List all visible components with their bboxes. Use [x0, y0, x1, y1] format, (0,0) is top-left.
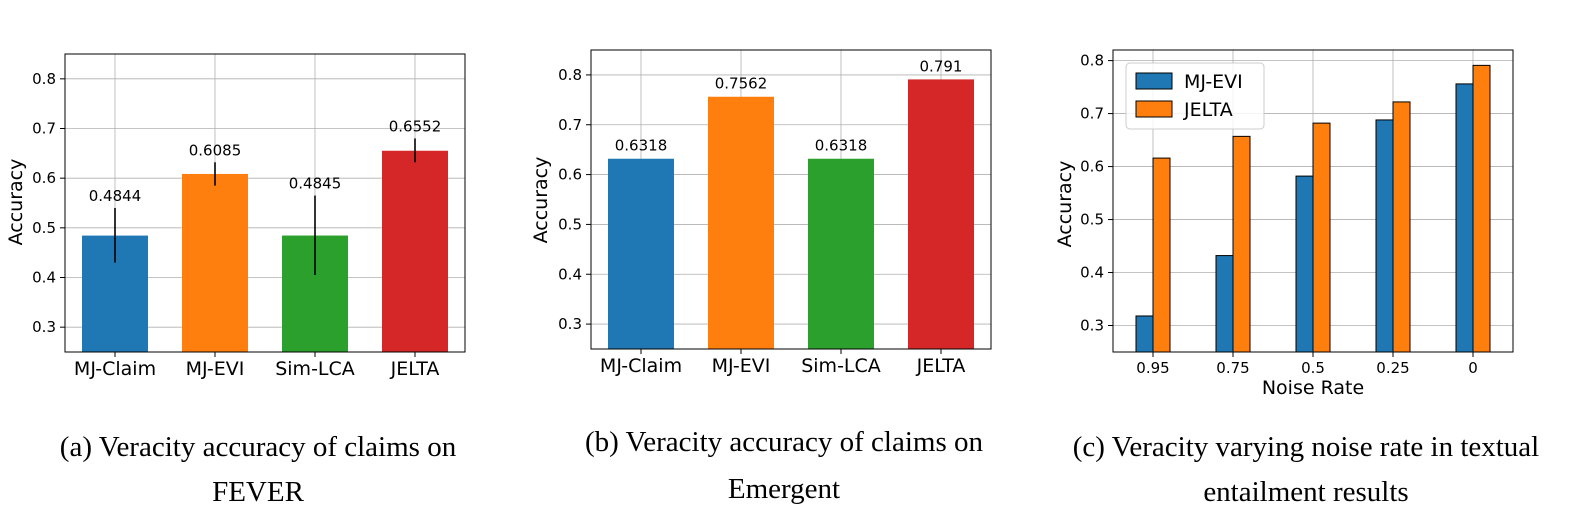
chart-c-caption-line-2: entailment results — [1203, 476, 1408, 508]
chart-c-bar-mj-evi — [1295, 175, 1314, 353]
chart-a-y-tick-label: 0.5 — [32, 219, 56, 237]
chart-a-y-tick-label: 0.3 — [32, 318, 56, 336]
chart-a-x-tick-label: MJ-Claim — [74, 358, 156, 380]
chart-b-data-label: 0.791 — [920, 57, 963, 75]
chart-a-fever: 0.4844 0.6085 0.4845 0.6552 0.3 0.4 0.5 0.6 0.7… — [5, 53, 466, 508]
chart-c-y-tick-label: 0.3 — [1080, 317, 1104, 335]
chart-c-bar-mj-evi — [1135, 315, 1154, 353]
chart-c-bar-mj-evi — [1215, 255, 1234, 353]
chart-a-y-tick-label: 0.6 — [32, 169, 56, 187]
chart-c-x-tick-label: 0.95 — [1136, 359, 1169, 377]
chart-a-x-tick-label: Sim-LCA — [275, 358, 355, 380]
chart-b-y-tick-label: 0.8 — [558, 66, 582, 84]
chart-a-caption-line-2: FEVER — [212, 476, 305, 508]
chart-b-y-tick-label: 0.6 — [558, 166, 582, 184]
chart-a-bar-jelta — [382, 150, 448, 352]
chart-b-bar-jelta — [908, 79, 974, 349]
chart-b-caption-line-2: Emergent — [728, 473, 840, 505]
chart-c-caption-line-1: (c) Veracity varying noise rate in textu… — [1073, 431, 1540, 463]
chart-c-y-tick-label: 0.7 — [1080, 105, 1104, 123]
chart-c-x-tick-label: 0.5 — [1301, 359, 1325, 377]
chart-c-x-tick-label: 0.25 — [1376, 359, 1409, 377]
chart-c-bar-jelta — [1472, 64, 1491, 353]
chart-c-bar-jelta — [1392, 101, 1411, 353]
chart-b-bar-sim-lca — [808, 158, 874, 349]
chart-c-y-tick-label: 0.6 — [1080, 158, 1104, 176]
chart-c-bar-jelta — [1232, 135, 1251, 353]
chart-c-legend-label: JELTA — [1183, 99, 1233, 121]
chart-a-data-label: 0.6552 — [389, 117, 442, 135]
chart-c-bar-mj-evi — [1375, 119, 1394, 353]
chart-a-caption-line-1: (a) Veracity accuracy of claims on — [60, 431, 457, 463]
chart-b-data-label: 0.6318 — [815, 137, 868, 155]
chart-a-plot-frame — [64, 53, 466, 353]
chart-a-y-tick-label: 0.8 — [32, 70, 56, 88]
chart-c-legend: MJ-EVI JELTA — [1125, 62, 1265, 130]
chart-b-caption-line-1: (b) Veracity accuracy of claims on — [585, 426, 984, 458]
chart-c-bar-mj-evi — [1455, 83, 1474, 353]
chart-b-data-label: 0.6318 — [615, 137, 668, 155]
chart-c-bar-jelta — [1312, 122, 1331, 353]
chart-a-data-label: 0.4845 — [289, 175, 342, 193]
chart-b-emergent: 0.6318 0.7562 0.6318 0.791 0.3 0.4 0.5 0.6 0.7 0… — [530, 49, 992, 505]
chart-b-x-tick-label: MJ-Claim — [600, 355, 682, 377]
chart-c-y-tick-label: 0.8 — [1080, 52, 1104, 70]
chart-c-y-tick-label: 0.5 — [1080, 211, 1104, 229]
chart-c-x-tick-label: 0.75 — [1216, 359, 1249, 377]
chart-a-y-tick-label: 0.7 — [32, 120, 56, 138]
chart-c-x-axis-label: Noise Rate — [1262, 377, 1364, 399]
chart-c-x-tick-label: 0 — [1468, 359, 1478, 377]
chart-c-noise-rate: 0.3 0.4 0.5 0.6 0.7 0.8 0.95 0.75 0.5 0.25 0 Accur… — [1054, 49, 1540, 508]
chart-b-x-tick-label: MJ-EVI — [712, 355, 771, 377]
chart-c-legend-swatch — [1135, 72, 1173, 90]
chart-a-x-tick-label: JELTA — [390, 358, 440, 380]
chart-b-y-axis-label: Accuracy — [530, 157, 552, 244]
chart-b-bar-mj-claim — [608, 158, 674, 349]
chart-c-bar-jelta — [1152, 157, 1171, 353]
chart-b-x-tick-label: Sim-LCA — [801, 355, 881, 377]
chart-b-y-tick-label: 0.7 — [558, 116, 582, 134]
chart-c-y-axis-label: Accuracy — [1054, 161, 1076, 248]
chart-a-y-axis-label: Accuracy — [5, 159, 27, 246]
chart-a-y-tick-label: 0.4 — [32, 269, 56, 287]
chart-c-legend-label: MJ-EVI — [1184, 71, 1243, 93]
chart-a-data-label: 0.4844 — [89, 187, 142, 205]
chart-b-data-label: 0.7562 — [715, 75, 768, 93]
chart-b-bar-mj-evi — [708, 96, 774, 349]
chart-b-x-tick-label: JELTA — [916, 355, 966, 377]
chart-b-plot-frame — [590, 49, 992, 350]
chart-c-y-tick-label: 0.4 — [1080, 264, 1104, 282]
chart-a-x-tick-label: MJ-EVI — [186, 358, 245, 380]
chart-a-bar-mj-evi — [182, 173, 248, 352]
chart-b-y-tick-label: 0.4 — [558, 265, 582, 283]
chart-b-y-tick-label: 0.3 — [558, 315, 582, 333]
chart-c-legend-swatch — [1135, 100, 1173, 118]
chart-b-y-tick-label: 0.5 — [558, 215, 582, 233]
chart-a-data-label: 0.6085 — [189, 141, 242, 159]
